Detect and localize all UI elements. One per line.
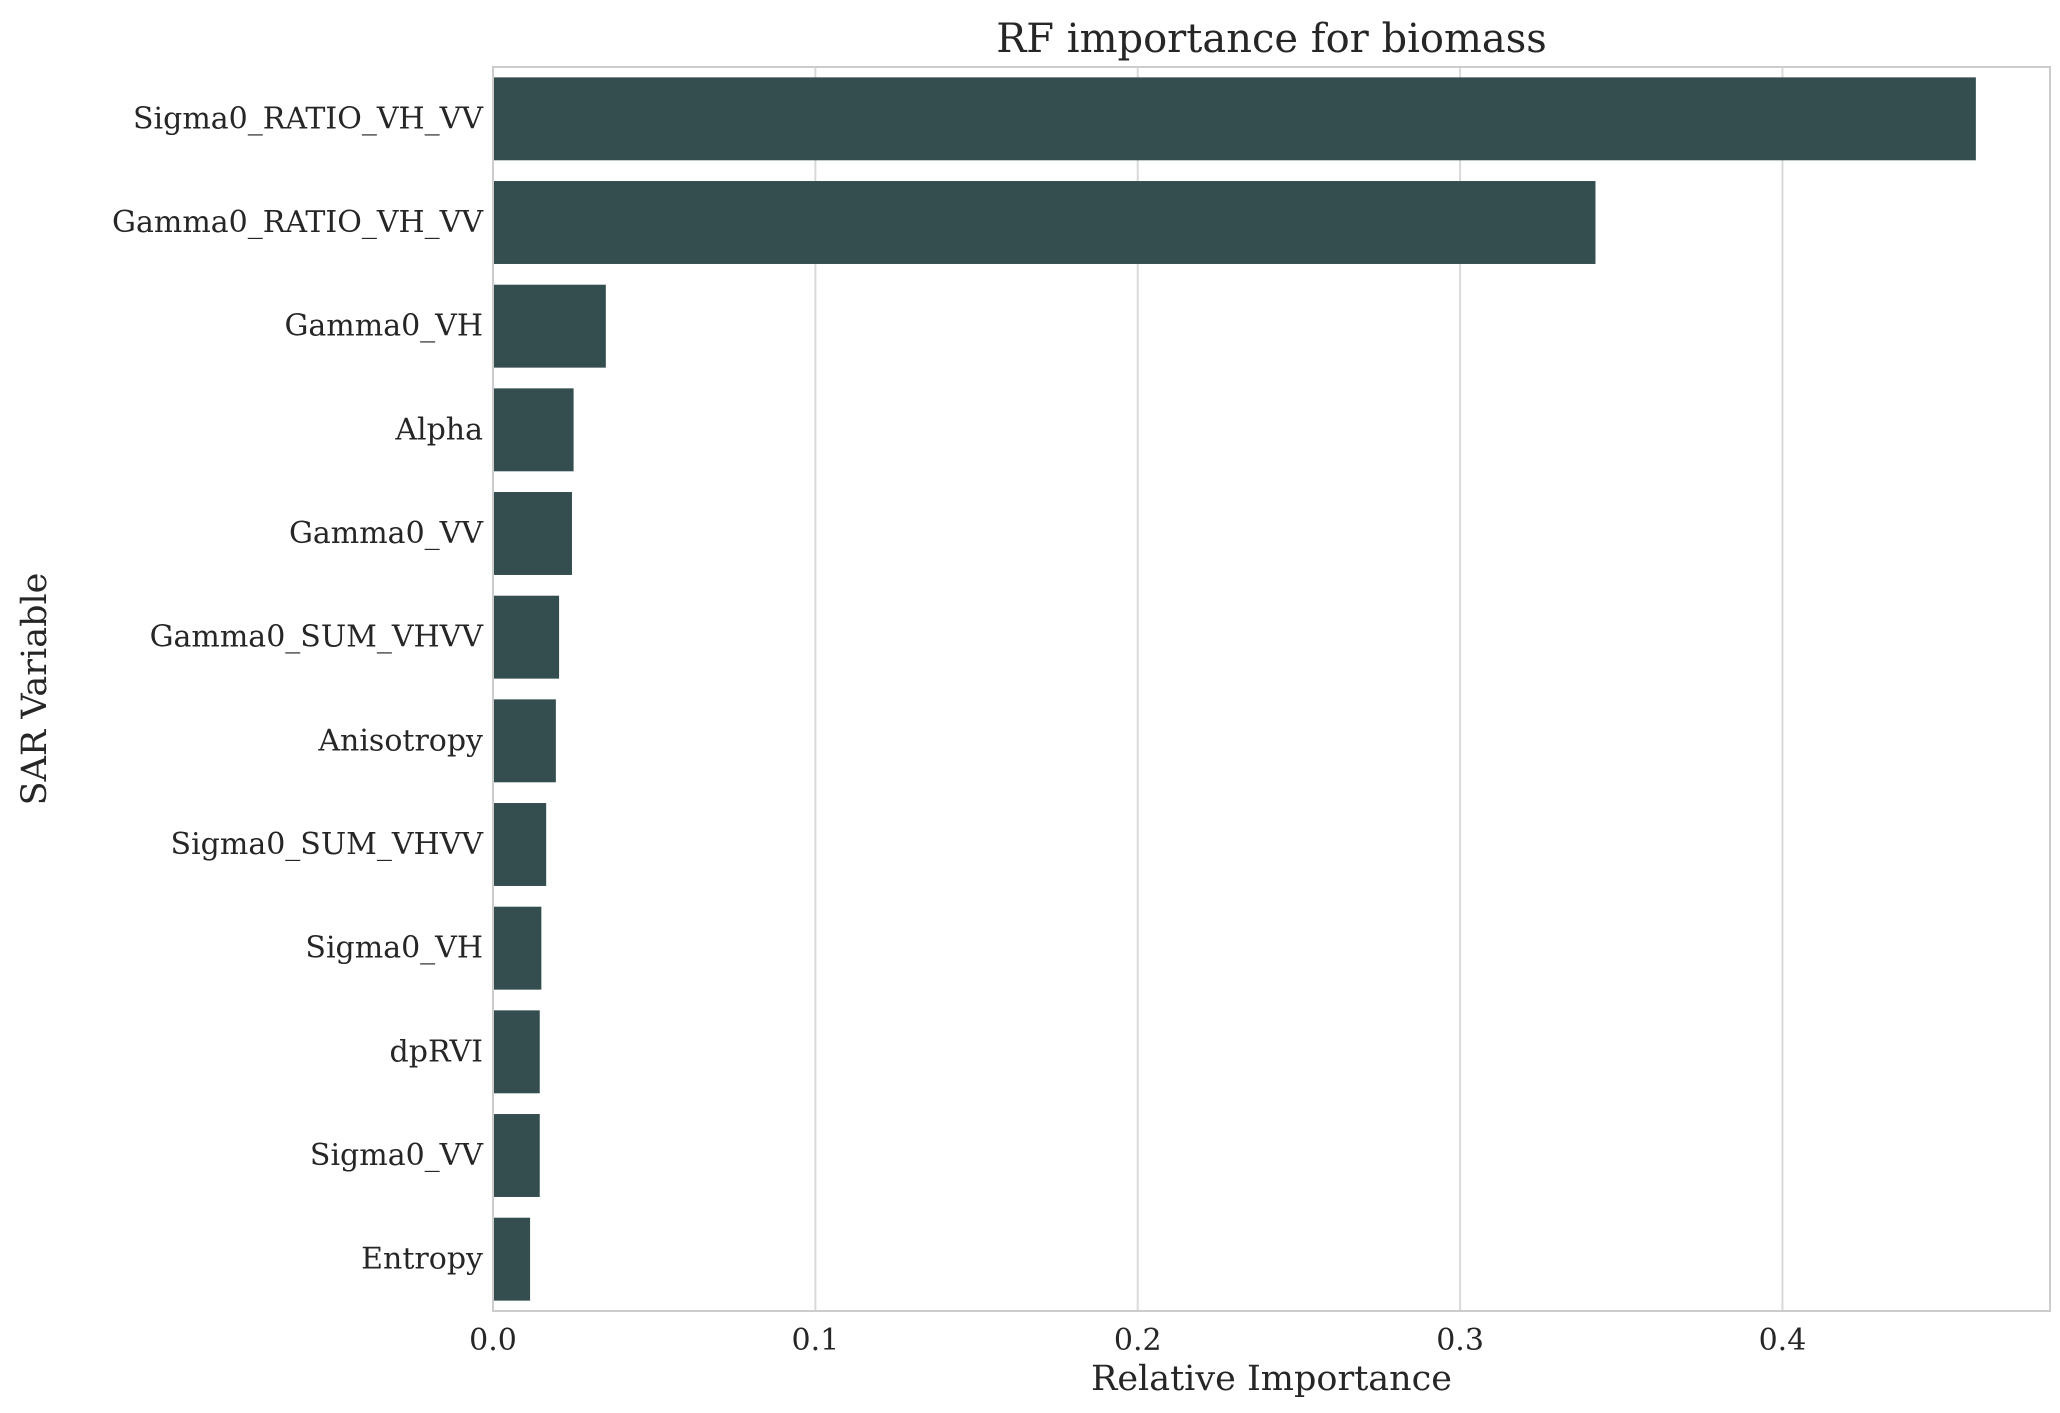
x-tick-label: 0.3 [1436,1323,1484,1358]
bar [493,699,556,783]
y-tick-label: Entropy [361,1242,483,1277]
y-tick-label: Gamma0_RATIO_VH_VV [112,205,484,240]
bar [493,1010,540,1094]
x-axis-label: Relative Importance [1091,1359,1452,1399]
bar [493,388,574,472]
bar [493,595,560,679]
y-tick-label: Sigma0_VH [305,931,483,966]
y-axis-label: SAR Variable [15,573,55,806]
y-tick-label: dpRVI [390,1034,483,1069]
x-tick-label: 0.2 [1114,1323,1162,1358]
x-tick-label: 0.0 [469,1323,517,1358]
x-tick-label: 0.1 [792,1323,840,1358]
bars [493,77,1976,1301]
y-tick-label: Sigma0_RATIO_VH_VV [133,101,484,136]
y-tick-label: Gamma0_VH [284,309,483,344]
y-tick-label: Sigma0_SUM_VHVV [171,827,485,862]
bar [493,803,547,886]
y-tick-label: Gamma0_VV [289,516,484,551]
plot-frame [492,66,2051,1312]
x-tick-labels: 0.0 0.1 0.2 0.3 0.4 [469,1323,1806,1358]
y-tick-labels: Sigma0_RATIO_VH_VV Gamma0_RATIO_VH_VV Gamm… [112,101,484,1276]
y-tick-label: Alpha [394,412,483,447]
y-tick-label: Sigma0_VV [310,1138,484,1173]
bar [493,1114,540,1197]
bar [493,1217,531,1301]
bar [493,181,1596,264]
bar [493,77,1976,161]
y-tick-label: Anisotropy [317,723,483,758]
bar [493,284,606,368]
bar [493,492,572,575]
y-tick-label: Gamma0_SUM_VHVV [150,620,485,655]
x-tick-label: 0.4 [1759,1323,1807,1358]
bar [493,906,542,990]
grid-lines [814,67,1784,1311]
chart-title: RF importance for biomass [996,16,1547,62]
